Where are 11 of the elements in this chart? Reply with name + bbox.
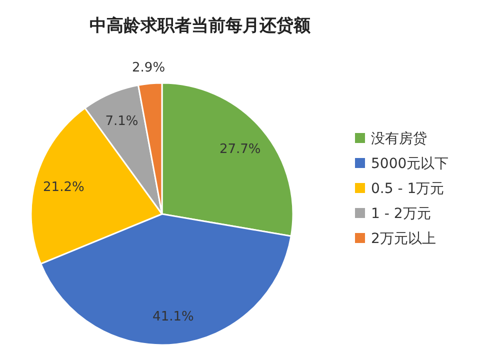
- legend-label: 5000元以下: [371, 156, 449, 172]
- data-label: 27.7%: [219, 142, 261, 158]
- data-label: 2.9%: [132, 60, 166, 76]
- chart-title: 中高龄求职者当前每月还贷额: [90, 16, 312, 36]
- legend-label: 2万元以上: [371, 231, 436, 247]
- legend-label: 1 - 2万元: [371, 206, 431, 222]
- data-label: 21.2%: [43, 180, 84, 196]
- legend-label: 0.5 - 1万元: [371, 181, 444, 197]
- legend-label: 没有房贷: [371, 131, 427, 147]
- data-label: 41.1%: [152, 310, 194, 325]
- data-label: 7.1%: [105, 114, 138, 130]
